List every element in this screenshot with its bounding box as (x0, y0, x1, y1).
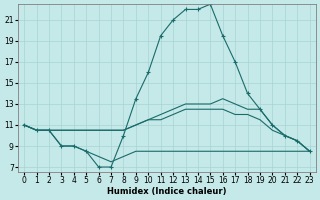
X-axis label: Humidex (Indice chaleur): Humidex (Indice chaleur) (107, 187, 227, 196)
